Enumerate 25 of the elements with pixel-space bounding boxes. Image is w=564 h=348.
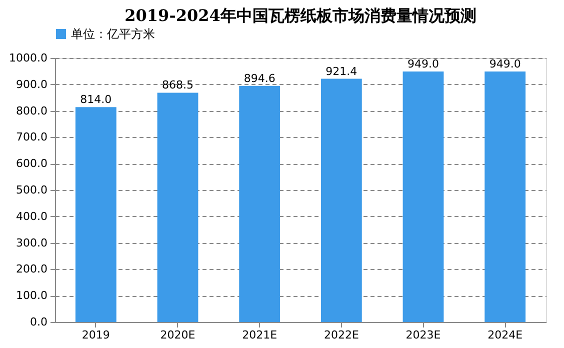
data-label: 921.4 [326,64,358,78]
y-tick-label: 700.0 [16,130,48,144]
x-tick-label: 2020E [160,328,196,342]
data-label: 949.0 [489,57,521,70]
y-tick-label: 1000.0 [9,52,48,64]
y-tick-label: 900.0 [16,78,48,91]
legend-label: 单位：亿平方米 [71,27,155,41]
x-tick-label: 2019 [82,328,110,342]
y-tick-label: 400.0 [16,210,48,223]
y-tick-label: 0.0 [30,316,48,328]
chart-title: 2019-2024年中国瓦楞纸板市场消费量情况预测 [124,6,476,25]
x-tick-label: 2023E [406,328,441,342]
y-tick-label: 100.0 [16,289,48,302]
x-tick-label: 2021E [242,328,278,342]
x-tick-label: 2024E [488,328,523,342]
data-label: 868.5 [162,78,194,92]
data-label: 814.0 [80,93,112,106]
data-label: 949.0 [408,57,439,70]
y-tick-label: 200.0 [16,262,48,276]
y-tick-label: 300.0 [16,236,48,250]
y-tick-label: 600.0 [16,157,48,170]
x-tick-label: 2022E [324,328,359,342]
y-tick-label: 800.0 [16,104,48,118]
y-tick-label: 500.0 [16,184,48,196]
data-label: 894.6 [244,72,276,85]
